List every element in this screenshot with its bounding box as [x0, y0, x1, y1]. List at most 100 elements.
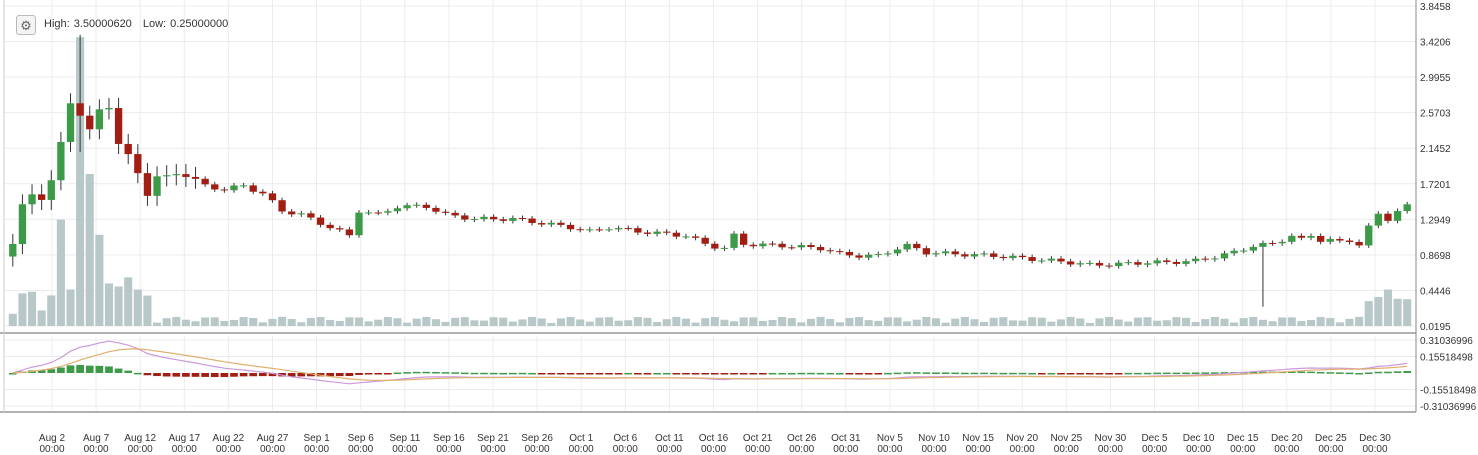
volume-bar [951, 318, 960, 326]
candle-up [393, 208, 402, 212]
candle-down [663, 231, 671, 233]
volume-bar [672, 316, 681, 326]
time-tick-date: Aug 12 [124, 433, 156, 444]
candle-up [932, 253, 940, 255]
macd-histogram-bar [845, 373, 854, 375]
macd-histogram-bar [1028, 372, 1036, 375]
macd-histogram-bar [932, 372, 940, 374]
candle-down [518, 218, 527, 220]
candle-up [1143, 263, 1152, 265]
volume-bar [662, 319, 671, 326]
candle-down [86, 115, 94, 130]
macd-histogram-bar [778, 372, 786, 375]
time-tick-date: Nov 30 [1095, 433, 1127, 444]
macd-histogram-bar [682, 373, 690, 375]
macd-histogram-bar [749, 373, 758, 375]
volume-bar [345, 317, 354, 326]
candle-down [1134, 262, 1142, 265]
candle-down [528, 218, 536, 224]
time-tick-time: 00:00 [525, 444, 550, 455]
macd-histogram-bar [672, 373, 681, 375]
macd-histogram-bar [989, 372, 998, 375]
macd-histogram-bar [768, 372, 777, 375]
macd-histogram-bar [355, 373, 363, 375]
volume-bar [845, 317, 854, 326]
macd-histogram-bar [1037, 373, 1046, 375]
price-tick-label: 1.2949 [1420, 215, 1451, 226]
legend-low-label: Low: [142, 18, 167, 30]
time-tick-time: 00:00 [480, 444, 505, 455]
time-tick-date: Nov 20 [1006, 433, 1038, 444]
macd-histogram-bar [739, 373, 748, 375]
volume-bar [614, 320, 623, 326]
volume-bar [1124, 321, 1133, 326]
price-tick-label: 2.9955 [1420, 73, 1451, 84]
candle-up [509, 218, 517, 221]
time-tick-date: Aug 2 [39, 433, 66, 444]
volume-bar [989, 317, 998, 326]
macd-histogram-bar [143, 373, 152, 376]
time-tick-date: Aug 27 [257, 433, 289, 444]
macd-histogram-bar [643, 373, 652, 375]
candle-down [643, 232, 652, 234]
volume-bar [960, 316, 969, 326]
candle-up [28, 194, 36, 205]
macd-histogram-bar [730, 373, 738, 375]
time-tick-date: Oct 11 [655, 433, 684, 444]
volume-bar [604, 317, 614, 326]
macd-histogram-bar [1201, 372, 1210, 374]
candle-up [230, 185, 238, 191]
candle-down [768, 243, 777, 245]
candle-up [730, 233, 738, 248]
macd-histogram-bar [172, 373, 181, 377]
macd-histogram-bar [1018, 372, 1027, 375]
legend-high-value: 3.50000620 [73, 18, 132, 30]
candle-up [1220, 253, 1229, 259]
time-tick-date: Sep 21 [477, 433, 509, 444]
volume-bar [1191, 322, 1200, 326]
settings-button[interactable]: ⚙ [16, 15, 36, 35]
candle-up [1153, 260, 1161, 264]
candle-down [826, 250, 834, 252]
candle-up [970, 254, 979, 257]
macd-histogram-bar [941, 372, 950, 374]
volume-bar [537, 318, 546, 326]
candle-up [153, 176, 161, 196]
volume-bar [633, 317, 642, 326]
volume-bar [258, 322, 267, 326]
volume-bar [1403, 299, 1412, 326]
volume-bar [730, 321, 739, 326]
macd-histogram-bar [326, 373, 334, 377]
candle-down [220, 189, 229, 191]
time-tick-time: 00:00 [260, 444, 285, 455]
macd-histogram-bar [826, 372, 835, 375]
macd-histogram-bar [634, 373, 642, 375]
candle-down [451, 212, 459, 216]
macd-histogram-bar [37, 369, 46, 373]
candle-up [1182, 261, 1190, 264]
macd-histogram-bar [297, 373, 306, 377]
candle-down [740, 233, 748, 245]
volume-bar [66, 289, 75, 326]
candle-up [355, 212, 363, 236]
time-tick-date: Nov 25 [1050, 433, 1082, 444]
time-tick-time: 00:00 [921, 444, 946, 455]
macd-histogram-bar [133, 372, 142, 375]
macd-histogram-bar [787, 372, 796, 375]
candle-down [278, 200, 286, 212]
volume-bar [1018, 320, 1027, 326]
volume-bar [893, 317, 902, 326]
candle-down [345, 229, 354, 236]
macd-histogram-bar [470, 372, 479, 375]
macd-histogram-bar [720, 373, 729, 375]
time-tick-time: 00:00 [613, 444, 638, 455]
volume-bar [239, 317, 248, 326]
volume-bar [1355, 316, 1364, 326]
volume-bar [1258, 319, 1267, 326]
candle-down [961, 254, 969, 257]
macd-histogram-bar [1191, 372, 1200, 374]
macd-histogram-bar [114, 368, 123, 373]
volume-bar [1383, 289, 1392, 326]
candle-up [1086, 262, 1094, 264]
time-tick-time: 00:00 [1186, 444, 1211, 455]
